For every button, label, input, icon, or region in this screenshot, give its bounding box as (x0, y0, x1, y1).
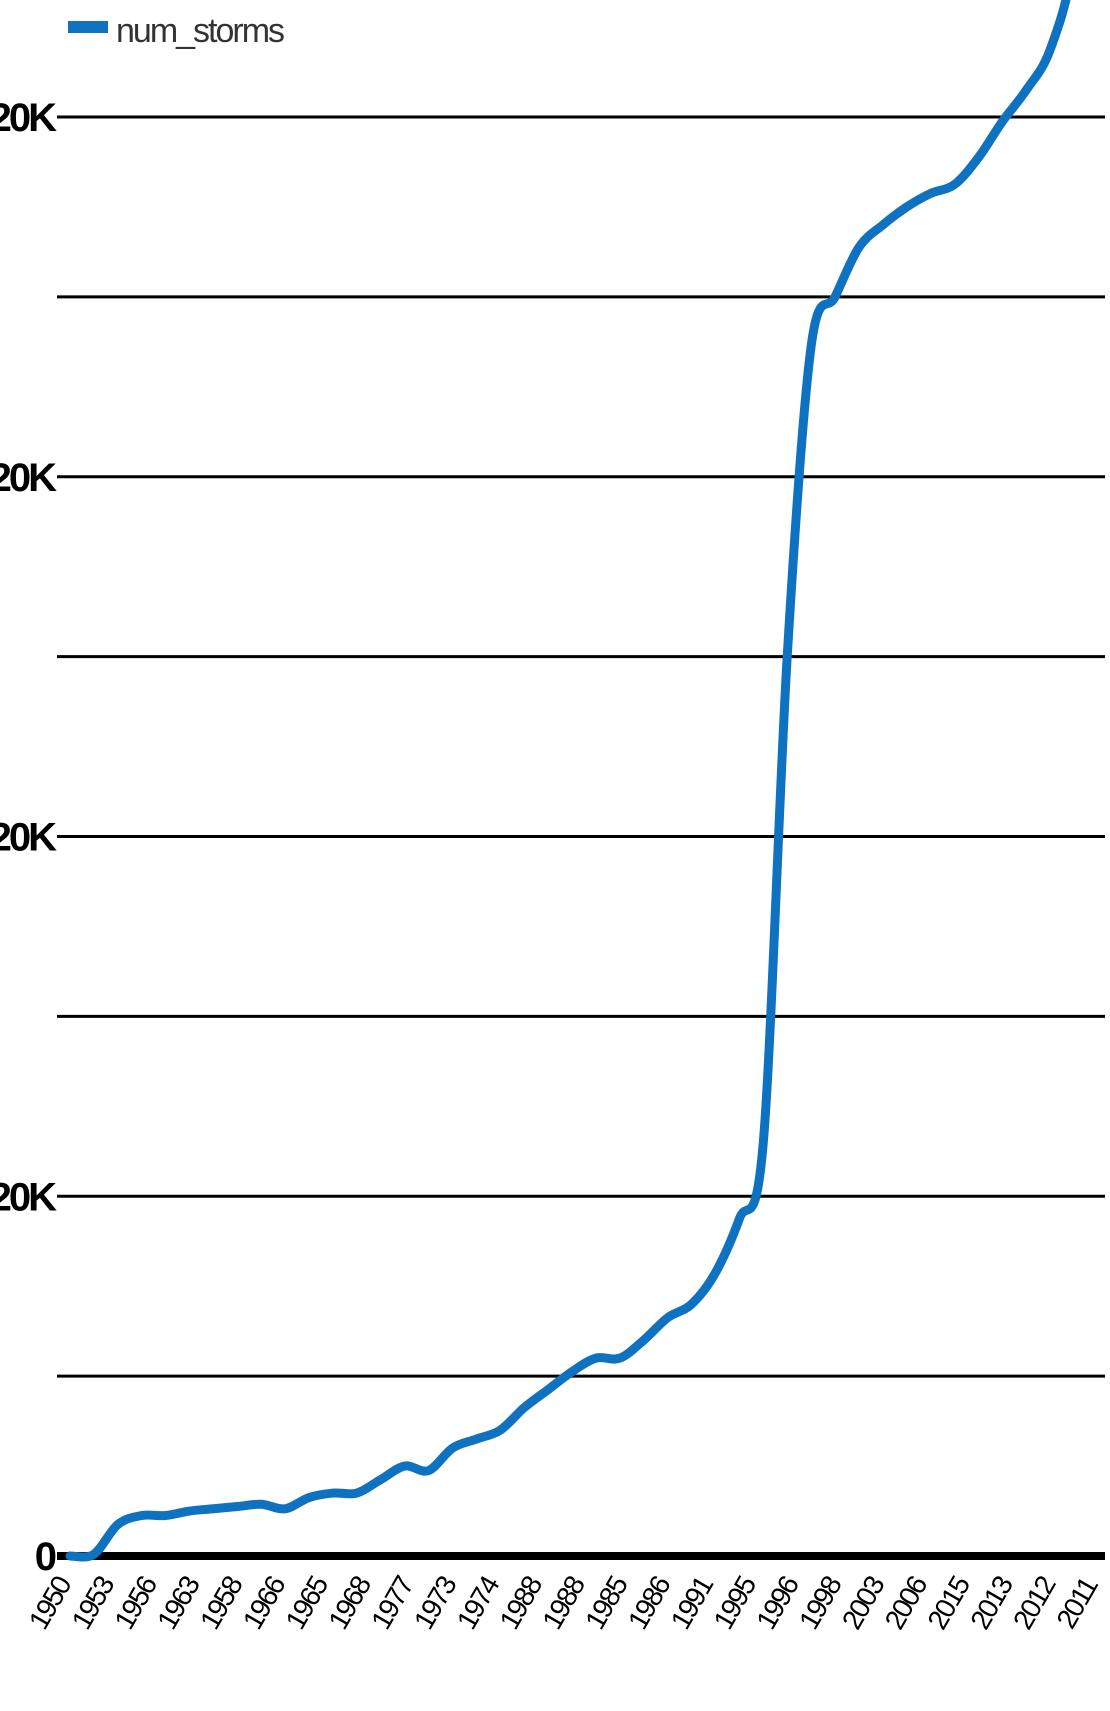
series-line-num-storms (65, 0, 1071, 1562)
x-tick-label: 1996 (750, 1571, 805, 1635)
y-tick-label: 20K (0, 816, 57, 860)
x-tick-label: 1998 (793, 1571, 848, 1635)
gridlines (57, 115, 1105, 1560)
x-tick-label: 1963 (151, 1571, 206, 1635)
x-tick-label: 2011 (1050, 1572, 1104, 1634)
y-axis-tick-labels: 0 20K 20K 20K 20K (0, 96, 60, 1579)
legend-label-num-storms: num_storms (116, 12, 284, 50)
x-tick-label: 1966 (237, 1571, 292, 1635)
x-tick-label: 1956 (108, 1571, 163, 1635)
x-tick-label: 1968 (322, 1571, 377, 1635)
x-tick-label: 1958 (194, 1571, 249, 1635)
x-tick-label: 1985 (579, 1571, 634, 1635)
x-tick-label: 1973 (408, 1571, 463, 1635)
y-tick-label: 20K (0, 96, 57, 140)
x-tick-label: 1986 (622, 1571, 677, 1635)
y-tick-label: 0 (35, 1535, 56, 1579)
x-tick-label: 1965 (280, 1571, 335, 1635)
x-tick-label: 1988 (493, 1571, 548, 1635)
x-tick-label: 1991 (665, 1571, 720, 1635)
x-tick-label: 1977 (365, 1571, 420, 1635)
series-layer (65, 0, 1071, 1562)
x-tick-label: 2015 (921, 1571, 976, 1635)
x-tick-label: 1988 (536, 1571, 591, 1635)
x-tick-label: 1974 (451, 1571, 506, 1635)
x-tick-label: 2006 (879, 1571, 934, 1635)
x-tick-label: 1950 (23, 1571, 78, 1635)
x-axis-tick-labels: 1950195319561963195819661965196819771973… (23, 1571, 1104, 1635)
y-tick-label: 20K (0, 1175, 57, 1219)
x-tick-label: 2013 (964, 1571, 1019, 1635)
x-tick-label: 2003 (836, 1571, 891, 1635)
y-tick-label: 20K (0, 456, 57, 500)
x-tick-label: 2012 (1007, 1571, 1062, 1635)
x-tick-label: 1953 (66, 1571, 121, 1635)
legend: num_storms (68, 12, 286, 50)
x-tick-label: 1995 (707, 1571, 762, 1635)
